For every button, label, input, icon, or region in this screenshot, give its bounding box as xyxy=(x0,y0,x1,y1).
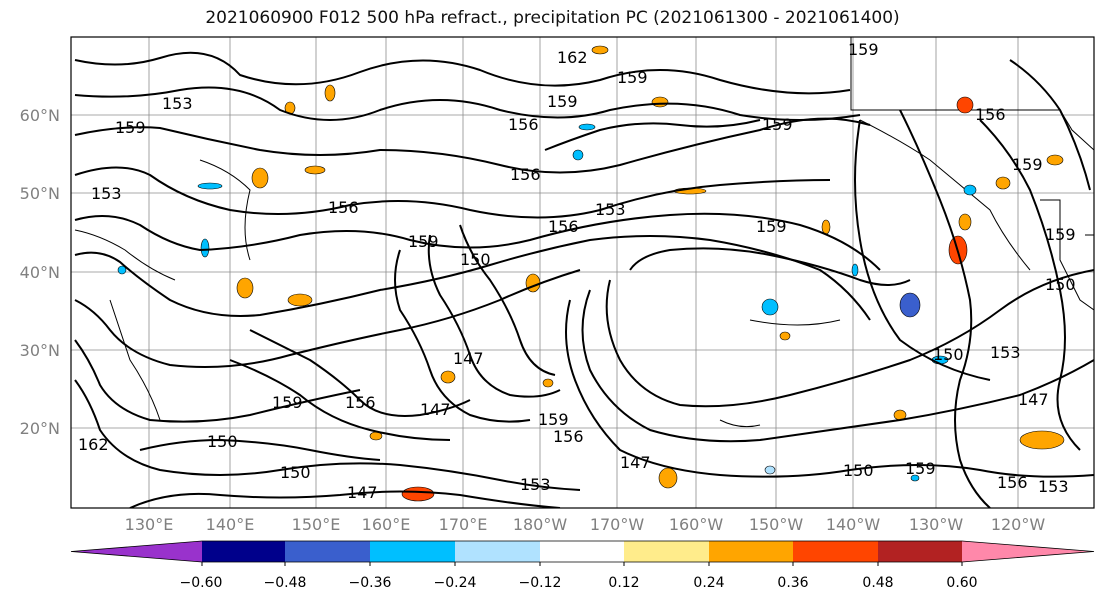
colorbar-segment xyxy=(709,541,793,562)
lon-label: 130°W xyxy=(909,515,964,534)
colorbar-segment xyxy=(962,541,1094,562)
contour-label: 150 xyxy=(1045,275,1076,294)
colorbar-segment xyxy=(202,541,285,562)
lon-label: 130°E xyxy=(125,515,174,534)
contour-label: 159 xyxy=(762,115,793,134)
map-frame xyxy=(70,36,1095,509)
lon-label: 140°W xyxy=(826,515,881,534)
colorbar-tick-label: 0.36 xyxy=(777,575,808,591)
contour-label: 147 xyxy=(453,349,484,368)
colorbar-tick-label: 0.60 xyxy=(946,575,977,591)
lon-label: 160°W xyxy=(669,515,724,534)
contour-label: 147 xyxy=(620,453,651,472)
contour-label: 156 xyxy=(328,198,359,217)
contour-label: 159 xyxy=(115,118,146,137)
colorbar-tick-label: −0.48 xyxy=(264,575,307,591)
longitude-labels: 130°E 140°E 150°E 160°E 170°E 180°W 170°… xyxy=(125,515,1046,534)
contour-label: 156 xyxy=(548,217,579,236)
colorbar-tick-label: 0.24 xyxy=(693,575,724,591)
contour-label: 153 xyxy=(990,343,1021,362)
map-title: 2021060900 F012 500 hPa refract., precip… xyxy=(205,8,900,28)
contour-label: 159 xyxy=(547,92,578,111)
contour-label: 153 xyxy=(162,94,193,113)
contour-label: 150 xyxy=(933,345,964,364)
contour-label: 159 xyxy=(617,68,648,87)
colorbar-segment xyxy=(455,541,540,562)
contour-label: 150 xyxy=(843,461,874,480)
colorbar-segment xyxy=(540,541,624,562)
lon-label: 150°E xyxy=(292,515,341,534)
colorbar-tick-labels: −0.60 −0.48 −0.36 −0.24 −0.12 0.12 0.24 … xyxy=(180,575,978,591)
lat-label: 30°N xyxy=(20,341,60,360)
contour-label: 159 xyxy=(905,459,936,478)
contour-label: 153 xyxy=(520,475,551,494)
lat-label: 60°N xyxy=(20,106,60,125)
lat-label: 40°N xyxy=(20,263,60,282)
colorbar-tick-label: −0.36 xyxy=(349,575,392,591)
contour-label: 159 xyxy=(1012,155,1043,174)
contour-label: 159 xyxy=(1045,225,1076,244)
contour-label: 150 xyxy=(460,250,491,269)
lon-label: 140°E xyxy=(206,515,255,534)
colorbar-tick-label: 0.12 xyxy=(608,575,639,591)
contour-label: 159 xyxy=(408,232,439,251)
colorbar-tick-label: −0.60 xyxy=(180,575,223,591)
contour-label: 153 xyxy=(91,184,122,203)
colorbar-segment xyxy=(624,541,709,562)
contour-label: 156 xyxy=(510,165,541,184)
contour-label: 147 xyxy=(1018,390,1049,409)
lon-label: 170°W xyxy=(590,515,645,534)
contour-label: 153 xyxy=(595,200,626,219)
contour-label: 147 xyxy=(347,483,378,502)
contour-label: 156 xyxy=(997,473,1028,492)
lon-label: 180°W xyxy=(513,515,568,534)
contour-label: 156 xyxy=(553,427,584,446)
latitude-labels: 60°N 50°N 40°N 30°N 20°N xyxy=(20,106,60,438)
colorbar xyxy=(70,540,1095,566)
lat-label: 20°N xyxy=(20,419,60,438)
colorbar-tick-label: 0.48 xyxy=(862,575,893,591)
lon-label: 150°W xyxy=(749,515,804,534)
contour-labels: 162 159 153 159 156 159 159 156 159 156 … xyxy=(78,40,1076,502)
contour-label: 150 xyxy=(207,432,238,451)
lon-label: 170°E xyxy=(439,515,488,534)
contour-label: 156 xyxy=(508,115,539,134)
colorbar-segment xyxy=(71,541,202,562)
lon-label: 160°E xyxy=(362,515,411,534)
contour-label: 162 xyxy=(557,48,588,67)
colorbar-tick-label: −0.12 xyxy=(519,575,562,591)
lat-label: 50°N xyxy=(20,184,60,203)
contour-label: 159 xyxy=(848,40,879,59)
contour-label: 150 xyxy=(280,463,311,482)
contour-label: 147 xyxy=(420,400,451,419)
colorbar-segment xyxy=(285,541,370,562)
colorbar-tick-label: −0.24 xyxy=(434,575,477,591)
secondary-contours xyxy=(74,229,841,428)
refractivity-contours xyxy=(74,51,1094,508)
contour-label: 159 xyxy=(538,410,569,429)
lon-label: 120°W xyxy=(991,515,1046,534)
colorbar-segment xyxy=(370,541,455,562)
contour-label: 156 xyxy=(345,393,376,412)
colorbar-segment xyxy=(878,541,962,562)
contour-label: 156 xyxy=(975,105,1006,124)
coastlines xyxy=(109,37,1094,421)
contour-label: 159 xyxy=(756,217,787,236)
contour-label: 159 xyxy=(272,393,303,412)
contour-label: 153 xyxy=(1038,477,1069,496)
contour-label: 162 xyxy=(78,435,109,454)
colorbar-segment xyxy=(793,541,878,562)
